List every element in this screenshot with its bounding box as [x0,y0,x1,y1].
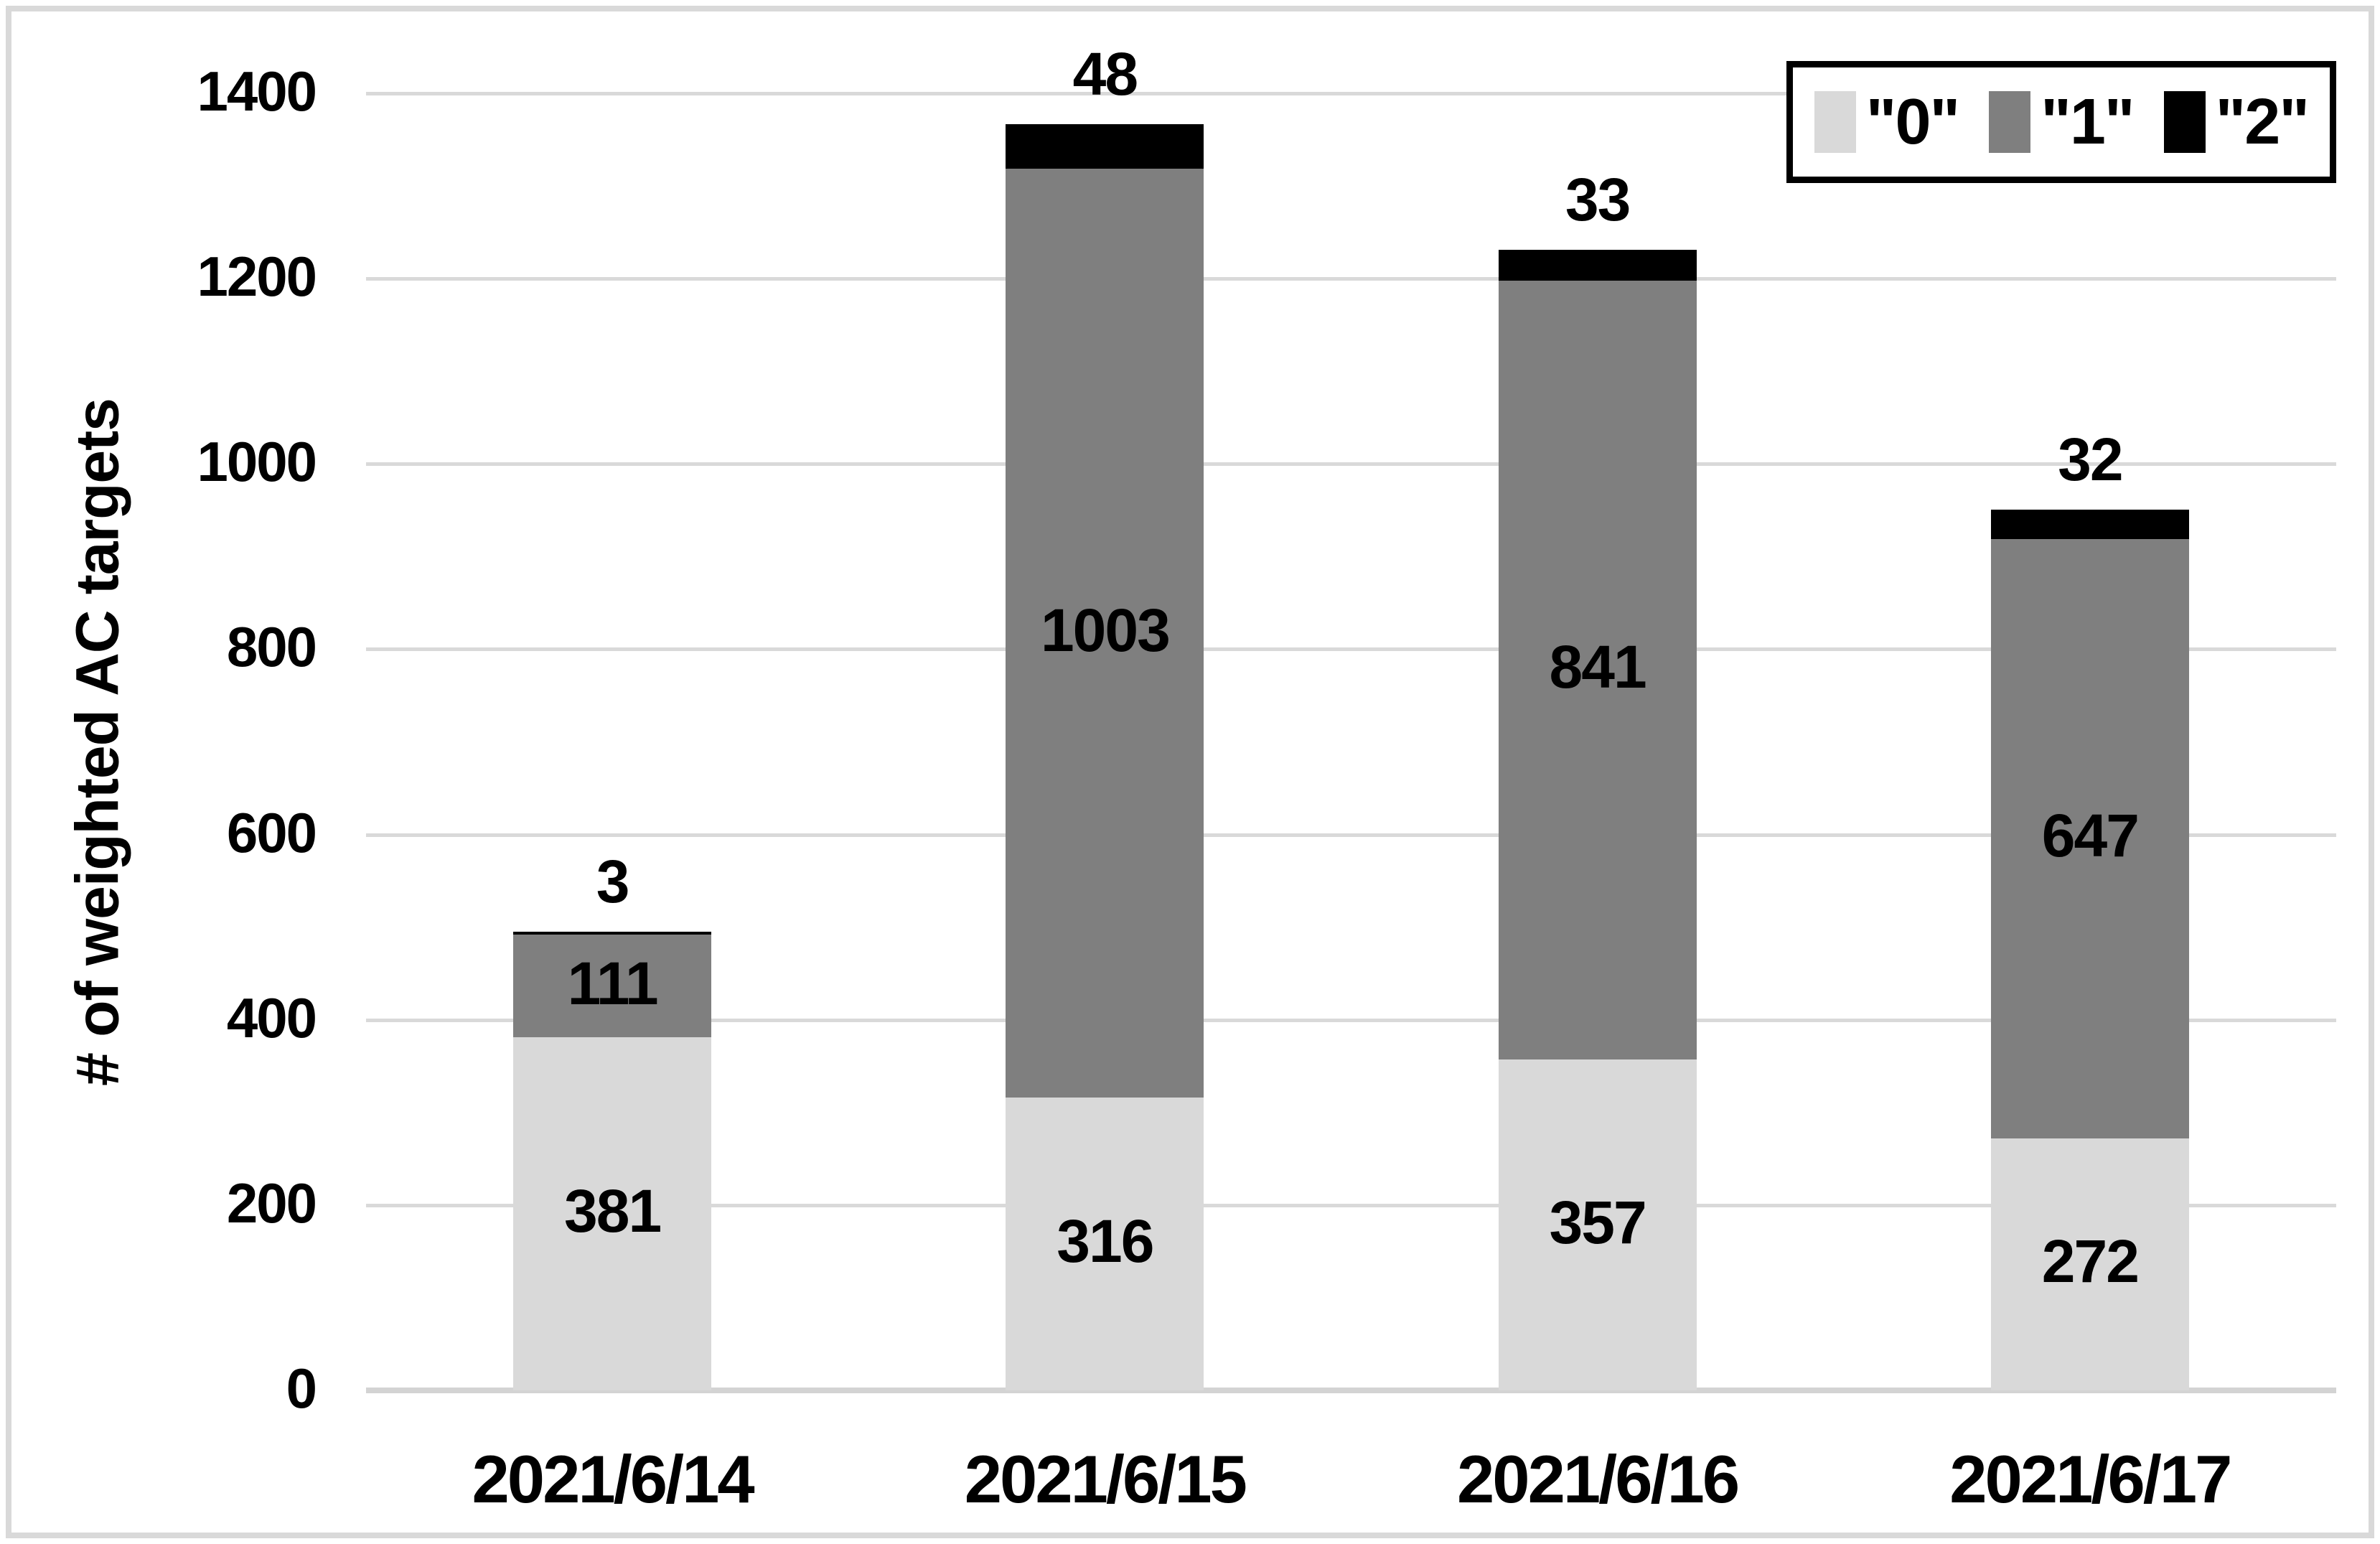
bar-top-label: 48 [1072,39,1138,108]
legend-swatch-1 [1989,91,2031,153]
x-axis-label: 2021/6/16 [1457,1441,1740,1517]
bar-value-label: 272 [2041,1227,2140,1296]
gridline [366,277,2336,281]
bar-segment-1 [1990,538,2189,1138]
legend-swatch-2 [2163,91,2206,153]
gridline [366,647,2336,652]
gridline [366,1203,2336,1207]
bar-value-label: 1003 [1040,596,1171,664]
bar-segment-0 [513,1037,712,1390]
legend-label: "0" [1865,85,1960,158]
y-axis-tick-label: 0 [286,1357,317,1420]
x-axis-label: 2021/6/17 [1949,1441,2232,1517]
bar-value-label: 111 [567,949,659,1017]
bar-segment-0 [1498,1059,1697,1390]
legend-item: "2" [2163,85,2310,159]
bar-segment-2 [1498,250,1697,281]
y-axis-tick-label: 800 [226,615,317,679]
legend-swatch-0 [1814,91,1856,153]
bar-segment-1 [1498,280,1697,1060]
bar-value-label: 647 [2041,802,2140,870]
bar-segment-0 [1990,1138,2189,1390]
legend-label: "2" [2215,85,2310,158]
x-axis-line [366,1388,2336,1393]
bar-value-label: 357 [1549,1188,1647,1256]
bar-segment-1 [1006,168,1204,1098]
bar-top-label: 3 [596,848,630,916]
bar-segment-2 [1006,123,1204,169]
bar-value-label: 316 [1057,1207,1154,1276]
legend: "0" "1" "2" [1786,61,2336,183]
x-axis-label: 2021/6/14 [472,1441,755,1517]
gridline [366,833,2336,837]
y-axis-tick-label: 1200 [197,245,317,309]
bar-segment-0 [1006,1098,1204,1390]
legend-item: "0" [1814,85,1960,159]
y-axis-tick-label: 200 [226,1171,317,1235]
gridline [366,462,2336,467]
y-axis-tick-label: 1000 [197,430,317,494]
gridline [366,92,2336,95]
bar-value-label: 381 [564,1177,662,1245]
bar-top-label: 33 [1565,166,1631,234]
bar-segment-2 [1990,509,2189,539]
bar-top-label: 32 [2058,425,2123,493]
gridline [366,1018,2336,1022]
y-axis-tick-label: 600 [226,800,317,864]
bar-segment-1 [513,934,712,1038]
legend-label: "1" [2041,85,2135,158]
x-axis-label: 2021/6/15 [964,1441,1247,1517]
y-axis-tick-label: 1400 [197,60,317,123]
bar-value-label: 841 [1549,633,1647,701]
legend-item: "1" [1989,85,2135,159]
bar-segment-2 [513,932,712,935]
y-axis-tick-label: 400 [226,986,317,1049]
